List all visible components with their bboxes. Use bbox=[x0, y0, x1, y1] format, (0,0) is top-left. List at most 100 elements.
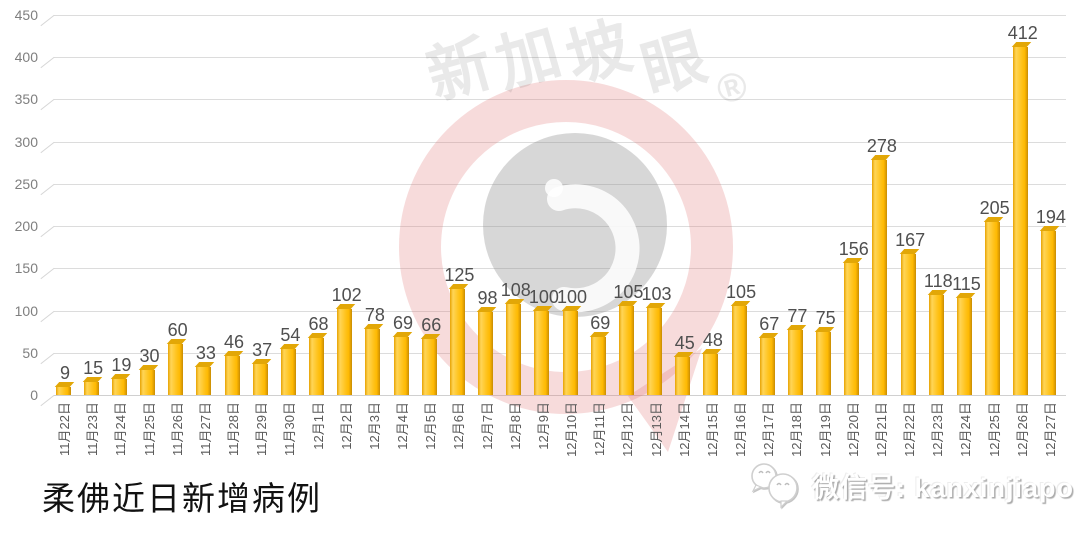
bar bbox=[449, 289, 465, 395]
x-axis-tick-label: 12月1日 bbox=[310, 402, 326, 450]
x-axis-tick-label: 12月5日 bbox=[423, 402, 439, 450]
watermark-logo-icon bbox=[399, 80, 733, 452]
bar bbox=[140, 369, 155, 395]
bar bbox=[280, 349, 296, 395]
bar bbox=[393, 336, 409, 395]
bar-value-label: 60 bbox=[167, 320, 188, 341]
y-axis-tick-label: 200 bbox=[14, 218, 38, 234]
x-axis-tick-label: 12月13日 bbox=[648, 402, 664, 457]
wechat-id-label: 微信号: kanxinjiapo bbox=[812, 472, 1075, 503]
x-axis-tick-label: 12月8日 bbox=[507, 402, 523, 450]
gridline bbox=[54, 141, 1066, 143]
gridline bbox=[54, 14, 1066, 16]
bar bbox=[506, 303, 522, 395]
bar-value-label: 105 bbox=[613, 282, 644, 303]
bar-value-label: 66 bbox=[421, 315, 442, 336]
x-axis-tick-label: 12月10日 bbox=[564, 402, 580, 457]
bar bbox=[675, 356, 691, 395]
x-axis-tick-label: 12月4日 bbox=[395, 402, 411, 450]
y-axis-tick-label: 50 bbox=[22, 344, 38, 361]
bar bbox=[252, 363, 268, 395]
watermark-eye-dot bbox=[545, 179, 563, 197]
bar bbox=[83, 382, 99, 395]
bar bbox=[618, 306, 634, 395]
bar bbox=[337, 308, 353, 395]
bar-value-label: 108 bbox=[500, 279, 531, 300]
x-axis-tick-label: 11月30日 bbox=[282, 402, 298, 456]
y-axis-tick-label: 250 bbox=[14, 175, 38, 192]
x-axis-tick-label: 12月11日 bbox=[592, 402, 608, 456]
gridline bbox=[54, 352, 1066, 354]
bar-value-label: 100 bbox=[528, 286, 559, 307]
bar-value-label: 45 bbox=[674, 332, 695, 353]
gridline bbox=[54, 57, 1066, 58]
bar bbox=[731, 306, 747, 395]
x-axis-tick-label: 12月16日 bbox=[733, 402, 749, 457]
bar bbox=[787, 329, 803, 395]
gridline bbox=[54, 395, 1066, 396]
x-axis-tick-label: 11月22日 bbox=[57, 402, 72, 456]
y-axis-tick-label: 400 bbox=[14, 49, 38, 65]
bar bbox=[647, 307, 663, 395]
bar bbox=[309, 337, 325, 395]
x-axis-tick-label: 12月14日 bbox=[676, 402, 692, 457]
bar-value-label: 278 bbox=[866, 136, 897, 157]
bar-value-label: 30 bbox=[139, 345, 160, 366]
wechat-icon bbox=[751, 463, 798, 509]
bar-value-label: 167 bbox=[895, 229, 926, 250]
x-axis-tick-label: 11月29日 bbox=[254, 402, 270, 456]
bar bbox=[900, 253, 916, 395]
bar bbox=[196, 367, 212, 395]
bar-value-label: 205 bbox=[979, 197, 1010, 218]
bar-value-label: 54 bbox=[280, 325, 301, 346]
x-axis-tick-label: 12月7日 bbox=[479, 402, 495, 450]
bar-value-label: 103 bbox=[641, 283, 672, 304]
bar bbox=[111, 378, 127, 395]
bar-value-label: 105 bbox=[726, 282, 757, 303]
y-axis-tick-label: 300 bbox=[14, 133, 38, 150]
bar-value-label: 46 bbox=[224, 332, 245, 353]
bar bbox=[478, 312, 494, 395]
watermark-eye-highlight bbox=[547, 184, 640, 313]
x-axis-tick-label: 11月26日 bbox=[169, 402, 185, 456]
bar-value-label: 15 bbox=[83, 358, 104, 379]
chart-title: 柔佛近日新增病例 bbox=[42, 480, 322, 517]
bar bbox=[1013, 46, 1029, 395]
bar-value-label: 98 bbox=[477, 288, 498, 309]
bar-value-label: 68 bbox=[308, 313, 329, 334]
x-axis-tick-label: 12月3日 bbox=[366, 402, 382, 450]
bar-value-label: 75 bbox=[815, 307, 836, 328]
bar-value-label: 412 bbox=[1007, 22, 1038, 43]
bar bbox=[365, 329, 381, 395]
bar-value-label: 37 bbox=[252, 339, 273, 360]
bar bbox=[55, 387, 71, 395]
y-axis-tick-label: 100 bbox=[14, 302, 38, 319]
gridline bbox=[54, 268, 1066, 270]
bar-value-label: 78 bbox=[364, 305, 385, 326]
bar bbox=[421, 339, 437, 395]
bar-value-label: 194 bbox=[1035, 207, 1066, 228]
x-axis-tick-label: 11月28日 bbox=[226, 402, 242, 456]
x-axis-tick-label: 12月9日 bbox=[535, 402, 551, 450]
bar bbox=[928, 295, 944, 395]
bar bbox=[985, 221, 1001, 395]
y-axis-tick-label: 450 bbox=[14, 6, 38, 23]
x-axis-tick-label: 11月24日 bbox=[113, 402, 129, 456]
y-axis-tick-label: 150 bbox=[14, 260, 38, 277]
bar-value-label: 69 bbox=[590, 312, 611, 333]
bar bbox=[844, 263, 860, 395]
bar bbox=[703, 354, 719, 395]
bar bbox=[562, 310, 578, 395]
x-axis-tick-label: 12月6日 bbox=[451, 402, 467, 450]
bar-value-label: 118 bbox=[923, 271, 953, 292]
y-axis-tick-label: 350 bbox=[14, 91, 38, 108]
bar-value-label: 48 bbox=[702, 330, 723, 351]
bar-value-label: 33 bbox=[195, 343, 216, 364]
bar-value-label: 9 bbox=[59, 363, 70, 384]
gridline bbox=[54, 226, 1066, 227]
bar bbox=[590, 336, 606, 395]
wechat-badge: 微信号: kanxinjiapo bbox=[748, 461, 1074, 509]
x-axis-tick-label: 11月27日 bbox=[197, 402, 213, 456]
bar-value-label: 125 bbox=[444, 265, 475, 286]
bar bbox=[224, 356, 240, 395]
